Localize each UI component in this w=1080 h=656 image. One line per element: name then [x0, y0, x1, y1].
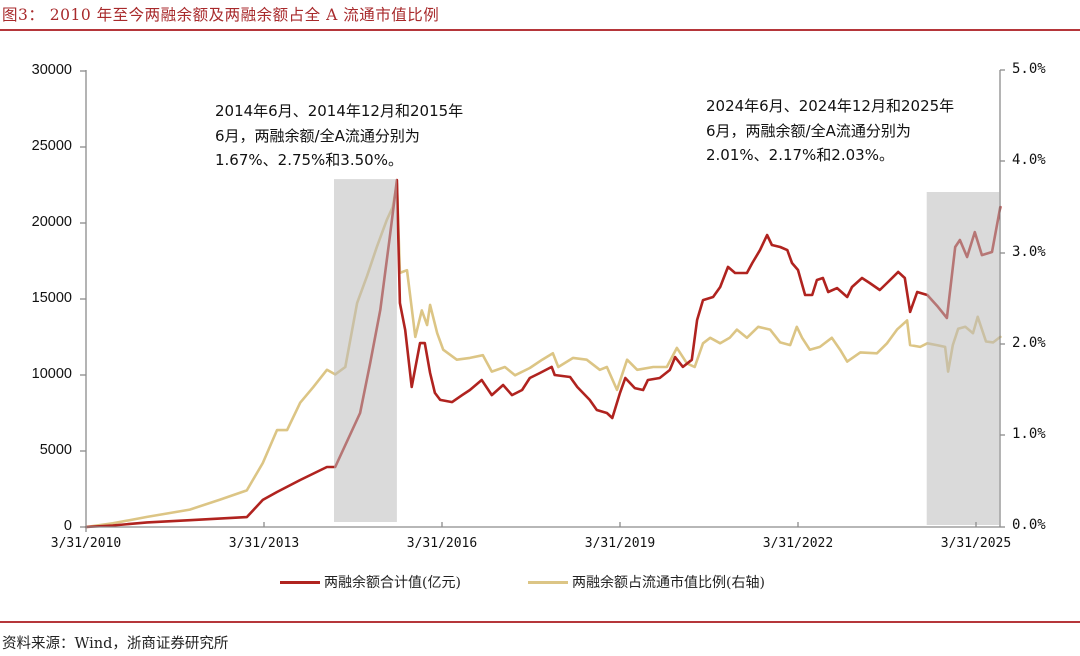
x-tick-label: 3/31/2010 [50, 536, 122, 551]
x-tick-label: 3/31/2016 [406, 536, 478, 551]
left-y-tick-label: 20000 [31, 214, 72, 230]
ratio-line [84, 182, 1002, 529]
x-tick-label: 3/31/2022 [762, 536, 834, 551]
left-y-tick-label: 25000 [31, 138, 72, 154]
right-y-tick-label: 4.0% [1012, 152, 1046, 168]
axes [80, 69, 1005, 532]
right-y-tick-label: 3.0% [1012, 244, 1046, 260]
left-y-tick-label: 30000 [31, 62, 72, 78]
legend-label: 两融余额合计值(亿元) [324, 575, 461, 591]
legend-label: 两融余额占流通市值比例(右轴) [572, 575, 765, 591]
annotation-line: 2.01%、2.17%和2.03%。 [706, 146, 894, 164]
right-y-tick-label: 2.0% [1012, 335, 1046, 351]
annotation-line: 6月，两融余额/全A流通分别为 [706, 121, 911, 140]
annotation-2024-2025: 2024年6月、2024年12月和2025年 6月，两融余额/全A流通分别为 2… [706, 94, 954, 168]
left-y-tick-label: 15000 [31, 290, 72, 306]
annotation-line: 2014年6月、2014年12月和2015年 [215, 102, 464, 120]
right-y-tick-label: 0.0% [1012, 517, 1046, 533]
shaded-period-2024-2025 [926, 192, 1000, 525]
legend-swatch-tan-line-icon [528, 580, 568, 584]
left-y-ticks [80, 70, 86, 528]
x-tick-label: 3/31/2013 [228, 536, 300, 551]
left-y-tick-label: 10000 [31, 366, 72, 382]
annotation-line: 2024年6月、2024年12月和2025年 [706, 97, 955, 115]
annotation-line: 6月，两融余额/全A流通分别为 [215, 126, 420, 145]
right-y-tick-label: 5.0% [1012, 61, 1046, 77]
shaded-periods [334, 179, 1000, 525]
legend-item-ratio: 两融余额占流通市值比例(右轴) [528, 572, 765, 592]
x-ticks [85, 522, 977, 532]
annotation-line: 1.67%、2.75%和3.50%。 [215, 151, 403, 169]
x-tick-label: 3/31/2019 [584, 536, 656, 551]
shaded-period-2014-2015 [334, 179, 397, 522]
legend-item-margin-balance: 两融余额合计值(亿元) [280, 572, 461, 592]
title-divider [0, 29, 1080, 31]
figure-title: 图3： 2010 年至今两融余额及两融余额占全 A 流通市值比例 [2, 6, 440, 24]
x-tick-label: 3/31/2025 [940, 536, 1012, 551]
annotation-2014-2015: 2014年6月、2014年12月和2015年 6月，两融余额/全A流通分别为 1… [215, 99, 463, 173]
source-divider [0, 621, 1080, 623]
series-lines [84, 178, 1002, 529]
right-y-ticks [1000, 69, 1005, 528]
legend-swatch-red-line-icon [280, 580, 320, 584]
left-y-tick-label: 5000 [39, 442, 72, 458]
source-note: 资料来源：Wind，浙商证券研究所 [2, 636, 229, 652]
right-y-tick-label: 1.0% [1012, 426, 1046, 442]
margin-balance-line [84, 178, 1002, 529]
left-y-tick-label: 0 [63, 518, 72, 534]
